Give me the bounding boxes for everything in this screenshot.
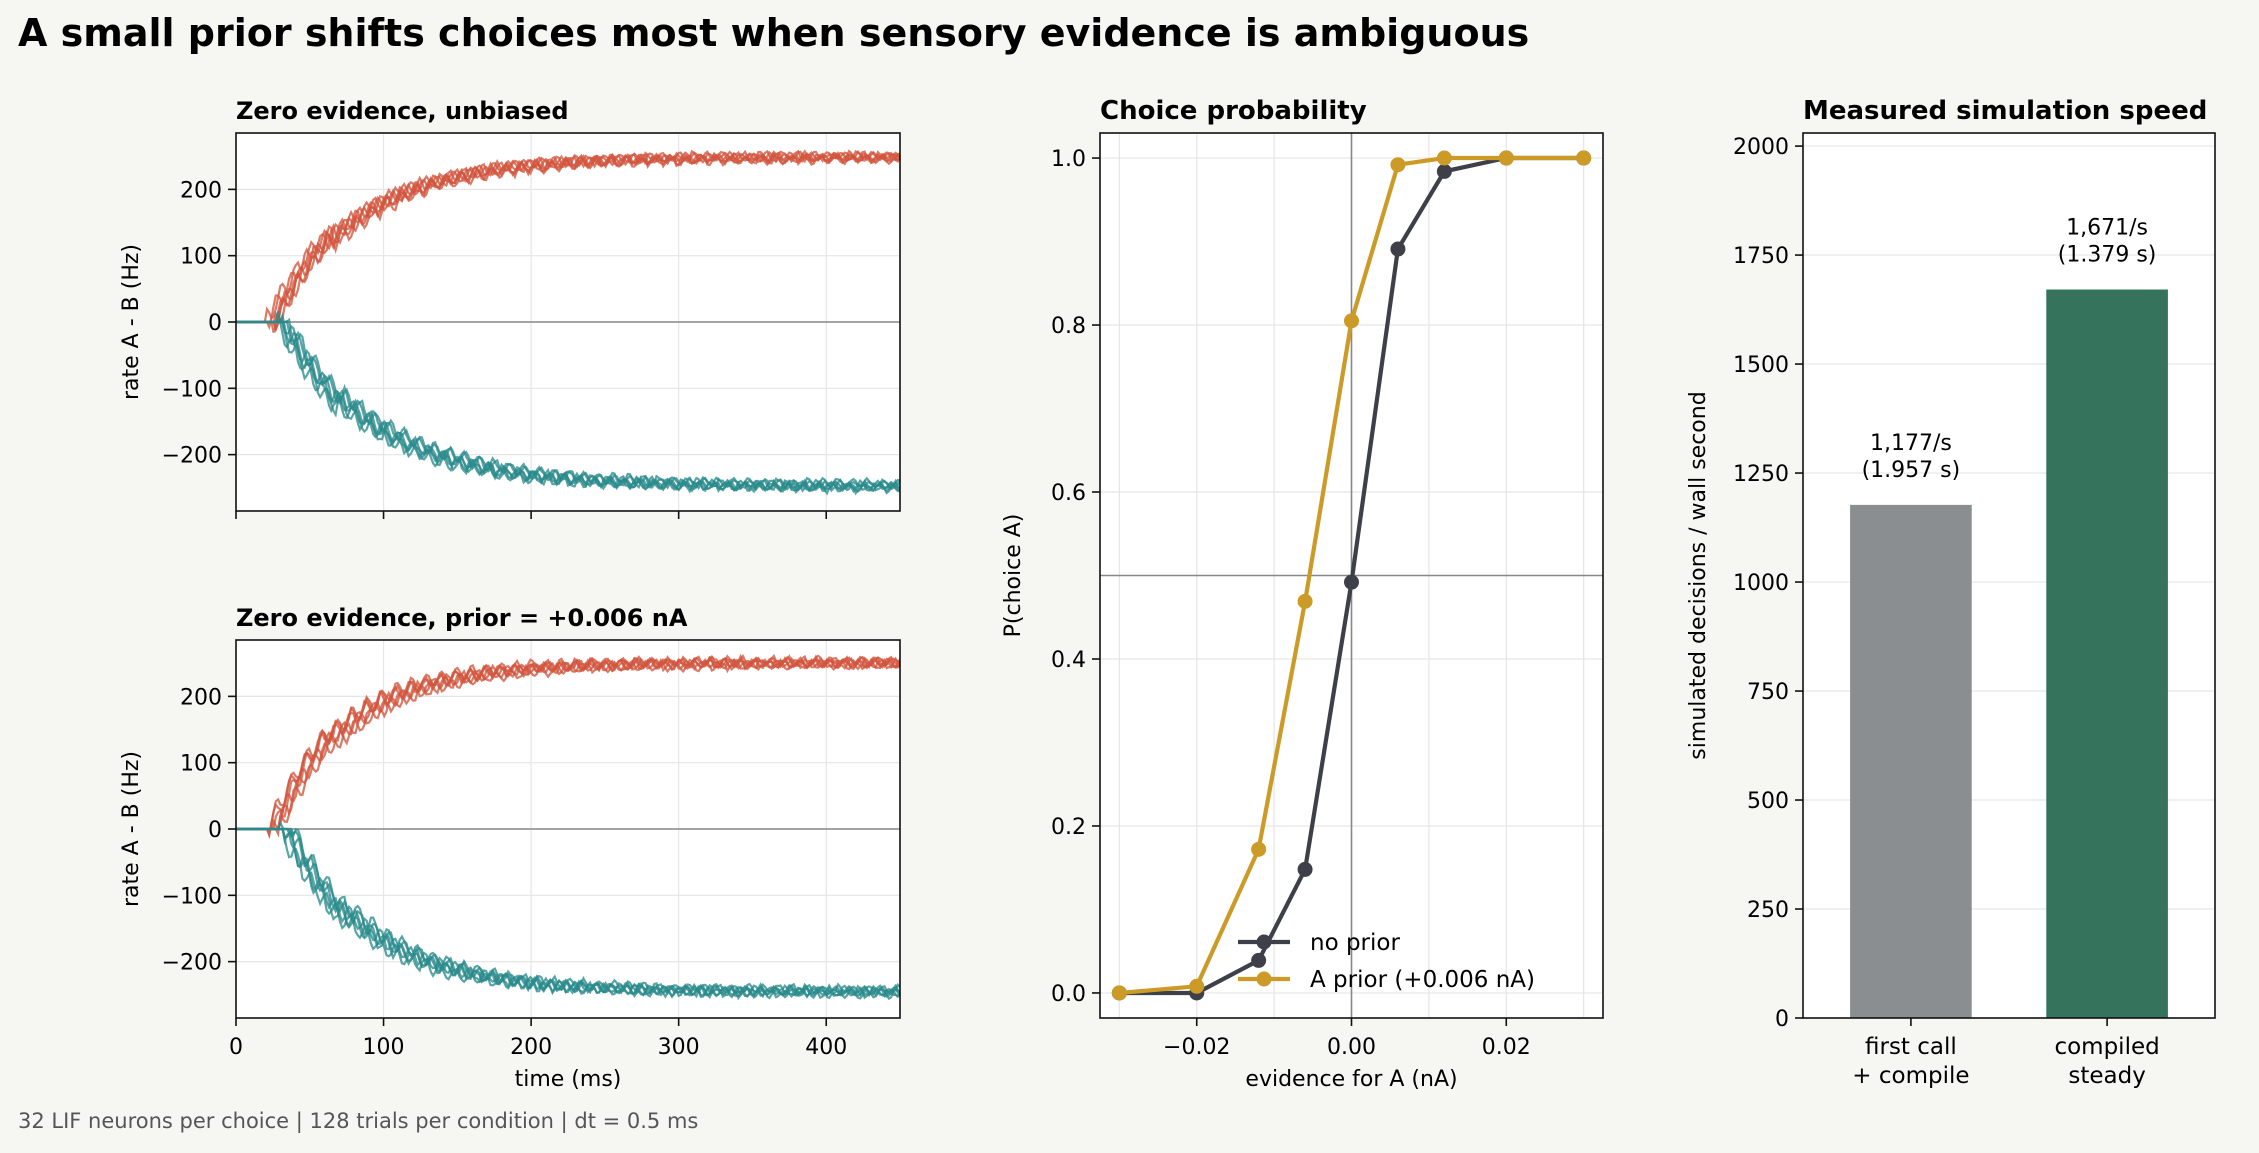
y-tick-label: 0.2 bbox=[1051, 815, 1086, 840]
data-point bbox=[1390, 157, 1406, 173]
y-tick-label: 100 bbox=[180, 752, 222, 777]
panel-title: Zero evidence, unbiased bbox=[236, 97, 569, 125]
x-axis-label: evidence for A (nA) bbox=[1245, 1067, 1457, 1092]
y-axis-label: rate A - B (Hz) bbox=[119, 244, 144, 400]
x-tick-label: 0 bbox=[229, 1035, 243, 1060]
y-tick-label: 1250 bbox=[1733, 462, 1789, 487]
y-tick-label: 1750 bbox=[1733, 244, 1789, 269]
data-point bbox=[1297, 861, 1313, 877]
trace-line bbox=[236, 317, 901, 494]
y-tick-label: 750 bbox=[1747, 680, 1789, 705]
trace-line bbox=[236, 317, 901, 493]
x-tick-label: first call bbox=[1865, 1034, 1957, 1060]
data-point bbox=[1111, 985, 1127, 1001]
trace-line bbox=[236, 657, 901, 831]
figure-title: A small prior shifts choices most when s… bbox=[18, 11, 1529, 55]
y-axis-label: rate A - B (Hz) bbox=[119, 751, 144, 907]
y-tick-label: 1500 bbox=[1733, 353, 1789, 378]
legend-label: no prior bbox=[1310, 930, 1400, 956]
y-tick-label: 0 bbox=[208, 818, 222, 843]
bar-value-label: (1.379 s) bbox=[2058, 243, 2157, 268]
bar-value-label: 1,177/s bbox=[1870, 431, 1952, 456]
data-point bbox=[1251, 841, 1267, 857]
bar-value-label: 1,671/s bbox=[2066, 216, 2148, 241]
bar-first-call bbox=[1850, 504, 1972, 1018]
y-tick-label: 0.0 bbox=[1051, 982, 1086, 1007]
trace-line bbox=[236, 653, 901, 831]
y-tick-label: 200 bbox=[180, 178, 222, 203]
y-tick-label: −100 bbox=[162, 377, 222, 402]
x-tick-label: steady bbox=[2068, 1063, 2145, 1089]
x-tick-label: 400 bbox=[805, 1035, 847, 1060]
panel-title: Zero evidence, prior = +0.006 nA bbox=[236, 604, 688, 632]
x-tick-label: + compile bbox=[1852, 1063, 1969, 1089]
data-point bbox=[1344, 313, 1359, 329]
trace-line bbox=[236, 149, 902, 333]
bar-compiled-steady bbox=[2046, 289, 2168, 1018]
y-tick-label: −100 bbox=[162, 884, 222, 909]
y-tick-label: 0 bbox=[1775, 1007, 1789, 1032]
y-tick-label: 500 bbox=[1747, 789, 1789, 814]
y-tick-label: −200 bbox=[162, 444, 222, 469]
data-point bbox=[1436, 150, 1452, 166]
y-axis-label: simulated decisions / wall second bbox=[1686, 391, 1711, 759]
data-point bbox=[1297, 593, 1313, 609]
y-tick-label: −200 bbox=[162, 951, 222, 976]
x-tick-label: 200 bbox=[510, 1035, 552, 1060]
y-tick-label: 250 bbox=[1747, 898, 1789, 923]
panel-3: 1,177/s(1.957 s) first call + compile 1,671… bbox=[1686, 96, 2216, 1089]
panel-title: Measured simulation speed bbox=[1803, 96, 2207, 126]
data-point bbox=[1498, 150, 1514, 166]
data-point bbox=[1436, 163, 1452, 179]
legend-marker bbox=[1256, 971, 1272, 987]
x-tick-label: compiled bbox=[2054, 1034, 2159, 1060]
y-tick-label: 2000 bbox=[1733, 135, 1789, 160]
data-point bbox=[1390, 241, 1406, 257]
panel-2: −0.02 0.00 0.02 0.0 0.2 0.4 0.6 0.8 1.0 Choice pr… bbox=[1001, 96, 1604, 1092]
y-tick-label: 1000 bbox=[1733, 571, 1789, 596]
trace-line bbox=[236, 311, 901, 494]
data-point bbox=[1576, 150, 1592, 166]
y-tick-label: 0.8 bbox=[1051, 314, 1086, 339]
x-tick-label: 0.02 bbox=[1482, 1035, 1531, 1060]
y-tick-label: 0.4 bbox=[1051, 648, 1086, 673]
data-point bbox=[1251, 952, 1267, 968]
legend-marker bbox=[1256, 934, 1272, 950]
trace-line bbox=[236, 827, 901, 1000]
panel-title: Choice probability bbox=[1100, 96, 1367, 126]
x-tick-label: 100 bbox=[363, 1035, 405, 1060]
x-tick-label: 0.00 bbox=[1327, 1035, 1376, 1060]
y-tick-label: 1.0 bbox=[1051, 147, 1086, 172]
x-tick-label: −0.02 bbox=[1163, 1035, 1230, 1060]
data-point bbox=[1344, 574, 1359, 590]
y-tick-label: 0.6 bbox=[1051, 481, 1086, 506]
y-tick-label: 0 bbox=[208, 311, 222, 336]
trace-line bbox=[236, 656, 901, 838]
trace-line bbox=[236, 827, 901, 1001]
y-tick-label: 200 bbox=[180, 685, 222, 710]
panels: −200 −100 0 100 200 Zero evidence, unbiased ra… bbox=[119, 96, 2216, 1092]
panel-0: −200 −100 0 100 200 Zero evidence, unbiased ra… bbox=[119, 97, 902, 519]
y-axis-label: P(choice A) bbox=[1001, 514, 1026, 638]
bar-value-label: (1.957 s) bbox=[1862, 458, 1961, 483]
y-tick-label: 100 bbox=[180, 245, 222, 270]
data-point bbox=[1189, 978, 1205, 994]
x-tick-label: 300 bbox=[658, 1035, 700, 1060]
panel-1: 0 100 200 300 400 −200 −100 0 100 200 Zero evidenc… bbox=[119, 604, 901, 1092]
figure-footnote: 32 LIF neurons per choice | 128 trials p… bbox=[18, 1109, 698, 1134]
x-axis-label: time (ms) bbox=[515, 1067, 622, 1092]
trace-line bbox=[236, 150, 901, 333]
legend-label: A prior (+0.006 nA) bbox=[1310, 967, 1535, 993]
plot-frame bbox=[1802, 132, 2216, 1019]
